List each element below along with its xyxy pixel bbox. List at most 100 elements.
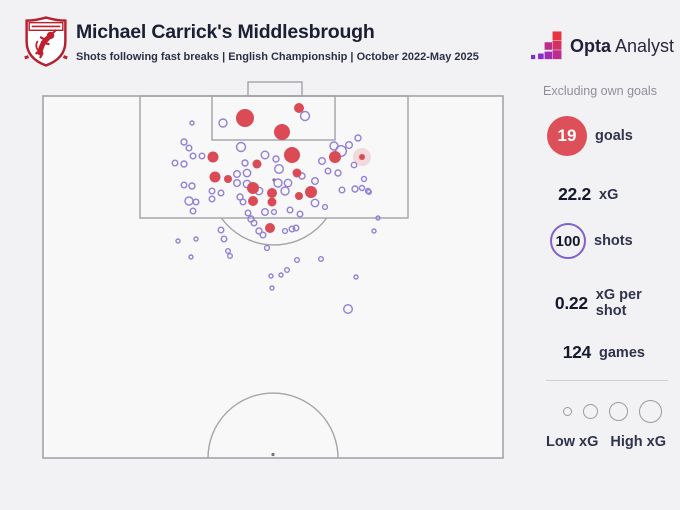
shot-marker <box>217 226 225 234</box>
shot-marker <box>189 207 197 215</box>
pitch-lines <box>42 81 504 459</box>
shot-marker <box>250 219 258 227</box>
shots-value-badge: 100 <box>550 223 586 259</box>
shot-marker <box>310 198 320 208</box>
shot-map <box>30 70 520 470</box>
shot-marker <box>171 159 179 167</box>
shot-marker <box>232 169 241 178</box>
shot-marker <box>353 274 359 280</box>
shot-marker <box>345 140 354 149</box>
shot-marker <box>329 141 339 151</box>
stat-xg: 22.2 xG <box>543 184 618 205</box>
goals-value: 19 <box>557 126 577 145</box>
xg-value: 22.2 <box>558 184 591 204</box>
shot-marker <box>284 267 291 274</box>
shot-marker <box>311 176 320 185</box>
shot-marker <box>366 188 373 195</box>
goal-marker <box>294 103 304 113</box>
goal-marker <box>247 182 259 194</box>
shot-marker <box>259 231 267 239</box>
shots-value: 100 <box>555 232 581 250</box>
stat-games: 124 games <box>543 342 645 363</box>
shot-marker <box>188 254 194 260</box>
goals-value-badge: 19 <box>547 116 587 156</box>
shot-marker <box>255 227 263 235</box>
shot-marker <box>318 156 327 165</box>
shot-marker <box>236 193 244 201</box>
shot-marker <box>318 256 325 263</box>
xg-size-dot-1 <box>563 406 572 416</box>
shot-marker <box>242 168 252 178</box>
stat-xg-per-shot: 0.22 xG per shot <box>543 287 671 319</box>
shot-marker <box>343 304 354 315</box>
shot-marker <box>296 210 304 218</box>
low-xg-label: Low xG <box>546 434 599 450</box>
shot-marker <box>354 134 362 142</box>
xg-size-legend <box>543 399 671 423</box>
goals-label: goals <box>595 128 633 144</box>
shot-marker <box>185 144 193 152</box>
xg-per-shot-value: 0.22 <box>554 292 588 313</box>
xg-size-dot-4 <box>639 399 662 423</box>
shot-marker <box>321 203 329 211</box>
shot-marker <box>261 207 270 216</box>
shot-marker <box>292 224 300 232</box>
shot-marker <box>360 175 368 183</box>
shot-marker <box>268 273 274 279</box>
shot-marker <box>270 208 278 216</box>
brand-logo: Opta Analyst <box>529 31 674 61</box>
brand-name-opta: Opta <box>570 35 612 56</box>
shot-marker <box>358 184 366 192</box>
shot-marker <box>180 160 188 168</box>
stat-goals: 19 goals <box>547 116 633 156</box>
shot-marker <box>208 195 216 203</box>
header: Michael Carrick's Middlesbrough Shots fo… <box>76 21 479 63</box>
shot-marker <box>192 198 200 206</box>
center-circle <box>207 392 339 459</box>
shot-marker <box>180 138 188 146</box>
shot-marker <box>324 167 332 175</box>
goal-frame <box>247 81 303 97</box>
goal-marker <box>209 171 221 183</box>
shot-marker <box>239 198 247 206</box>
goal-marker <box>305 186 317 198</box>
shot-marker <box>208 187 216 195</box>
shot-marker <box>260 150 270 160</box>
shot-marker <box>338 186 346 194</box>
opta-mark-icon <box>531 31 562 60</box>
shot-marker <box>217 189 225 197</box>
stat-shots: 100 shots <box>550 223 633 259</box>
goal-marker <box>267 188 277 198</box>
shot-marker <box>269 285 275 291</box>
shot-marker <box>273 178 283 188</box>
goal-marker <box>248 196 258 206</box>
goal-marker <box>207 151 219 163</box>
goal-marker <box>295 192 303 200</box>
shot-markers-layer <box>171 103 381 315</box>
goal-marker <box>224 175 232 183</box>
shot-marker <box>220 235 228 243</box>
shot-marker <box>244 209 252 217</box>
xg-label: xG <box>599 186 619 203</box>
shot-marker <box>351 185 359 193</box>
shot-marker <box>334 169 342 177</box>
goal-marker <box>284 147 300 163</box>
shot-marker <box>224 247 231 254</box>
goal-marker <box>265 223 275 233</box>
shot-marker <box>263 244 271 252</box>
shot-marker <box>232 178 241 187</box>
shots-label: shots <box>594 233 633 249</box>
page-title: Michael Carrick's Middlesbrough <box>76 21 375 43</box>
shot-marker <box>189 120 195 126</box>
shot-marker <box>274 163 285 174</box>
shot-marker <box>218 118 228 128</box>
high-xg-label: High xG <box>610 434 666 450</box>
games-label: games <box>599 344 645 361</box>
shot-marker <box>294 257 301 264</box>
shot-marker <box>193 236 199 242</box>
penalty-arc <box>220 217 328 246</box>
xg-size-dot-2 <box>583 403 598 419</box>
games-value: 124 <box>562 342 592 362</box>
shot-marker <box>188 182 196 190</box>
shot-marker <box>226 252 233 259</box>
